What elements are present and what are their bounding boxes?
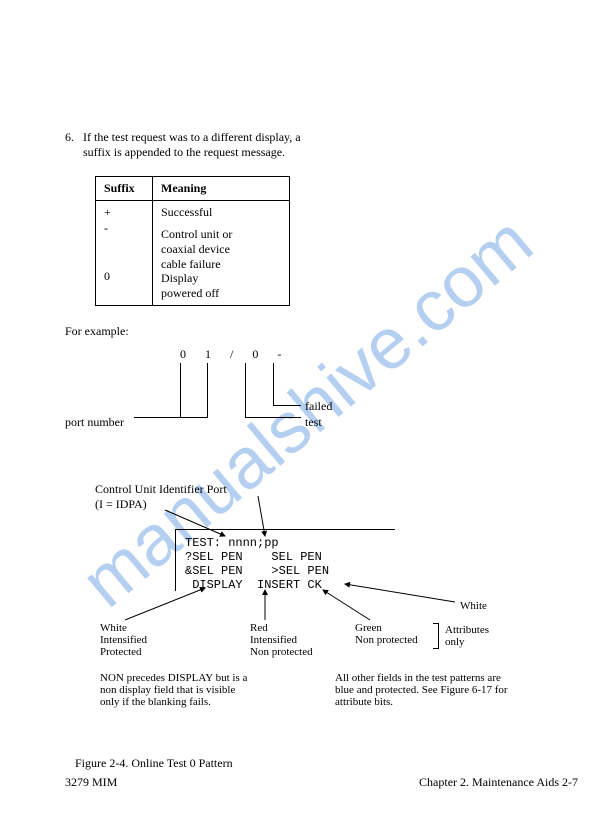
- list-number: 6.: [65, 130, 83, 160]
- meaning-cell: Successful: [161, 205, 281, 227]
- note-right-2: blue and protected. See Figure 6-17 for: [335, 684, 565, 696]
- table-header-row: Suffix Meaning: [96, 177, 290, 201]
- meaning-cell: Control unit or coaxial device cable fai…: [161, 227, 256, 271]
- page: manualshive.com 6. If the test request w…: [0, 0, 613, 823]
- label-red: Red: [250, 622, 313, 634]
- example-diagram: 0 1 / 0 - port number failed test: [65, 347, 555, 432]
- header-meaning: Meaning: [153, 177, 290, 201]
- label-protected: Protected: [100, 646, 147, 658]
- suffix-cell: -: [104, 221, 144, 269]
- label-white: White: [100, 622, 147, 634]
- label-white-right: White: [460, 600, 487, 612]
- footer-left: 3279 MIM: [65, 775, 117, 790]
- label-only: only: [445, 636, 489, 648]
- intro-text: If the test request was to a different d…: [83, 130, 363, 160]
- label-nonprotected: Non protected: [250, 646, 313, 658]
- for-example-label: For example:: [65, 324, 555, 339]
- suffix-cell: +: [104, 205, 144, 221]
- brace-icon: [433, 623, 439, 649]
- intro-line2: suffix is appended to the request messag…: [83, 145, 285, 159]
- note-right-1: All other fields in the test patterns ar…: [335, 672, 565, 684]
- header-suffix: Suffix: [96, 177, 153, 201]
- content: 6. If the test request was to a differen…: [65, 130, 555, 771]
- failed-label: failed: [305, 399, 332, 414]
- footer: 3279 MIM Chapter 2. Maintenance Aids 2-7: [65, 775, 578, 790]
- footer-right: Chapter 2. Maintenance Aids 2-7: [419, 775, 578, 790]
- label-intensified2: Intensified: [250, 634, 313, 646]
- intro-line1: If the test request was to a different d…: [83, 130, 301, 144]
- note-left-3: only if the blanking fails.: [100, 696, 300, 708]
- note-right-3: attribute bits.: [335, 696, 565, 708]
- intro-paragraph: 6. If the test request was to a differen…: [65, 130, 555, 160]
- test-label: test: [305, 415, 322, 430]
- label-intensified: Intensified: [100, 634, 147, 646]
- label-green: Green: [355, 622, 418, 634]
- figure-caption: Figure 2-4. Online Test 0 Pattern: [75, 756, 555, 771]
- port-number-label: port number: [65, 415, 124, 430]
- example-chars: 0 1 / 0 -: [180, 347, 289, 362]
- note-left-2: non display field that is visible: [100, 684, 300, 696]
- suffix-cell: 0: [104, 269, 144, 284]
- meaning-cell: Display powered off: [161, 271, 241, 301]
- test-pattern-diagram: Control Unit Identifier Port (I = IDPA) …: [65, 482, 555, 732]
- suffix-table: Suffix Meaning + - 0 Successful Control …: [95, 176, 290, 306]
- label-attributes: Attributes: [445, 624, 489, 636]
- note-left-1: NON precedes DISPLAY but is a: [100, 672, 300, 684]
- label-nonprotected2: Non protected: [355, 634, 418, 646]
